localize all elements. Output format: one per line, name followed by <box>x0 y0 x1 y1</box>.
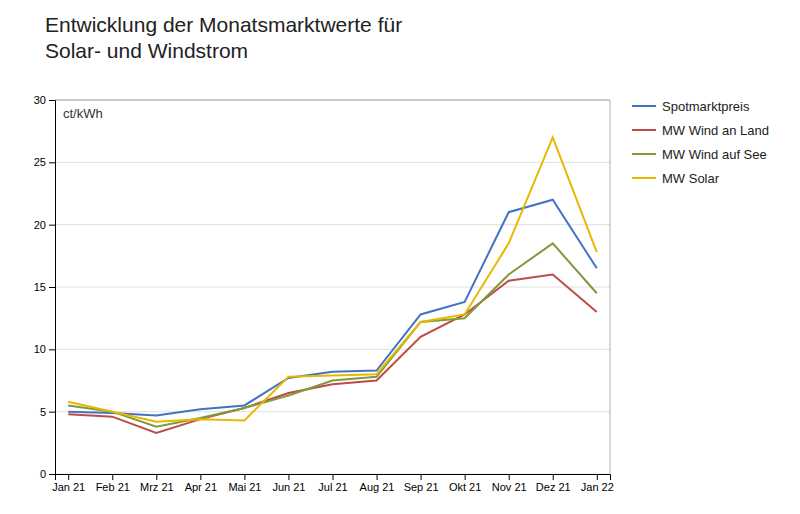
chart: Entwicklung der Monatsmarktwerte für Sola… <box>0 0 800 514</box>
legend-swatch <box>632 153 656 155</box>
x-tick-label: Dez 21 <box>536 481 571 493</box>
x-tick: Aug 21 <box>360 474 395 493</box>
x-tick-mark <box>553 474 554 480</box>
y-tick: 10 <box>34 343 55 355</box>
x-tick-mark <box>244 474 245 480</box>
x-tick: Jan 22 <box>581 474 614 493</box>
x-tick-mark <box>288 474 289 480</box>
x-tick-mark <box>421 474 422 480</box>
y-tick: 0 <box>40 468 55 480</box>
x-tick-mark <box>465 474 466 480</box>
y-tick-mark <box>49 162 55 163</box>
y-tick-label: 25 <box>34 156 46 168</box>
legend-label: MW Wind auf See <box>662 147 767 162</box>
x-tick-mark <box>112 474 113 480</box>
grid-line <box>55 224 610 225</box>
x-tick-label: Aug 21 <box>360 481 395 493</box>
y-tick: 25 <box>34 156 55 168</box>
x-tick-mark <box>156 474 157 480</box>
x-tick-label: Jul 21 <box>318 481 347 493</box>
title: Entwicklung der Monatsmarktwerte für Sola… <box>45 13 402 62</box>
x-tick: Jan 21 <box>52 474 85 493</box>
x-tick: Mrz 21 <box>140 474 174 493</box>
x-tick: Jun 21 <box>272 474 305 493</box>
x-tick-label: Apr 21 <box>185 481 217 493</box>
x-tick-label: Jan 22 <box>581 481 614 493</box>
x-axis-line <box>56 475 611 481</box>
x-tick-label: Sep 21 <box>404 481 439 493</box>
x-tick: Dez 21 <box>536 474 571 493</box>
y-tick-label: 15 <box>34 281 46 293</box>
grid-line <box>55 349 610 350</box>
y-tick: 15 <box>34 281 55 293</box>
x-tick: Sep 21 <box>404 474 439 493</box>
legend-label: MW Wind an Land <box>662 123 769 138</box>
x-tick-label: Mai 21 <box>228 481 261 493</box>
x-axis: Jan 21 Feb 21 Mrz 21 Apr 21 Mai 21 Jun 21 Jul … <box>52 474 614 493</box>
legend-label: Spotmarktpreis <box>662 99 750 114</box>
legend-item: MW Solar <box>632 171 720 186</box>
legend-swatch <box>632 105 656 107</box>
x-tick-mark <box>597 474 598 480</box>
y-tick-label: 20 <box>34 219 46 231</box>
grid-line <box>55 100 610 101</box>
y-tick-label: 0 <box>40 468 46 480</box>
y-tick: 5 <box>40 406 55 418</box>
grid-line <box>55 287 610 288</box>
x-tick-mark <box>68 474 69 480</box>
grid <box>55 100 610 474</box>
y-axis: 0 5 10 15 20 25 30 <box>34 94 56 480</box>
x-tick-label: Nov 21 <box>492 481 527 493</box>
plot: 0 5 10 15 20 25 30 Jan 21 Feb 21 Mrz 21 Apr 21 Mai … <box>34 94 769 493</box>
x-tick-mark <box>333 474 334 480</box>
legend: Spotmarktpreis MW Wind an Land MW Wind auf… <box>632 99 769 186</box>
legend-label: MW Solar <box>662 171 720 186</box>
legend-swatch <box>632 177 656 179</box>
legend-item: Spotmarktpreis <box>632 99 750 114</box>
series-line <box>68 243 597 426</box>
series-line <box>68 200 597 416</box>
grid-line <box>55 411 610 412</box>
x-tick-mark <box>377 474 378 480</box>
y-axis-line <box>49 101 56 475</box>
y-tick-mark <box>49 287 55 288</box>
lines <box>68 137 597 432</box>
y-label: ct/kWh <box>63 106 103 121</box>
y-tick-label: 30 <box>34 94 46 106</box>
x-tick: Jul 21 <box>318 474 347 493</box>
y-tick: 20 <box>34 219 55 231</box>
legend-item: MW Wind auf See <box>632 147 767 162</box>
x-tick: Apr 21 <box>185 474 217 493</box>
y-tick-mark <box>49 100 55 101</box>
legend-item: MW Wind an Land <box>632 123 769 138</box>
x-tick-label: Mrz 21 <box>140 481 174 493</box>
x-tick: Feb 21 <box>96 474 130 493</box>
y-tick-mark <box>49 474 55 475</box>
x-tick: Nov 21 <box>492 474 527 493</box>
frame-right <box>610 100 611 474</box>
x-tick-label: Okt 21 <box>449 481 481 493</box>
y-tick-mark <box>49 349 55 350</box>
series-line <box>68 275 597 433</box>
legend-swatch <box>632 129 656 131</box>
series-line <box>68 137 597 421</box>
title-line: Solar- und Windstrom <box>45 39 248 62</box>
y-tick-mark <box>49 412 55 413</box>
x-tick: Mai 21 <box>228 474 261 493</box>
y-tick: 30 <box>34 94 55 106</box>
x-tick: Okt 21 <box>449 474 481 493</box>
x-tick-label: Feb 21 <box>96 481 130 493</box>
x-tick-label: Jan 21 <box>52 481 85 493</box>
y-tick-mark <box>49 225 55 226</box>
x-tick-mark <box>200 474 201 480</box>
x-tick-label: Jun 21 <box>272 481 305 493</box>
y-tick-label: 5 <box>40 406 46 418</box>
frame-top <box>55 100 610 101</box>
y-tick-label: 10 <box>34 343 46 355</box>
title-line: Entwicklung der Monatsmarktwerte für <box>45 13 402 36</box>
x-tick-mark <box>509 474 510 480</box>
grid-line <box>55 162 610 163</box>
